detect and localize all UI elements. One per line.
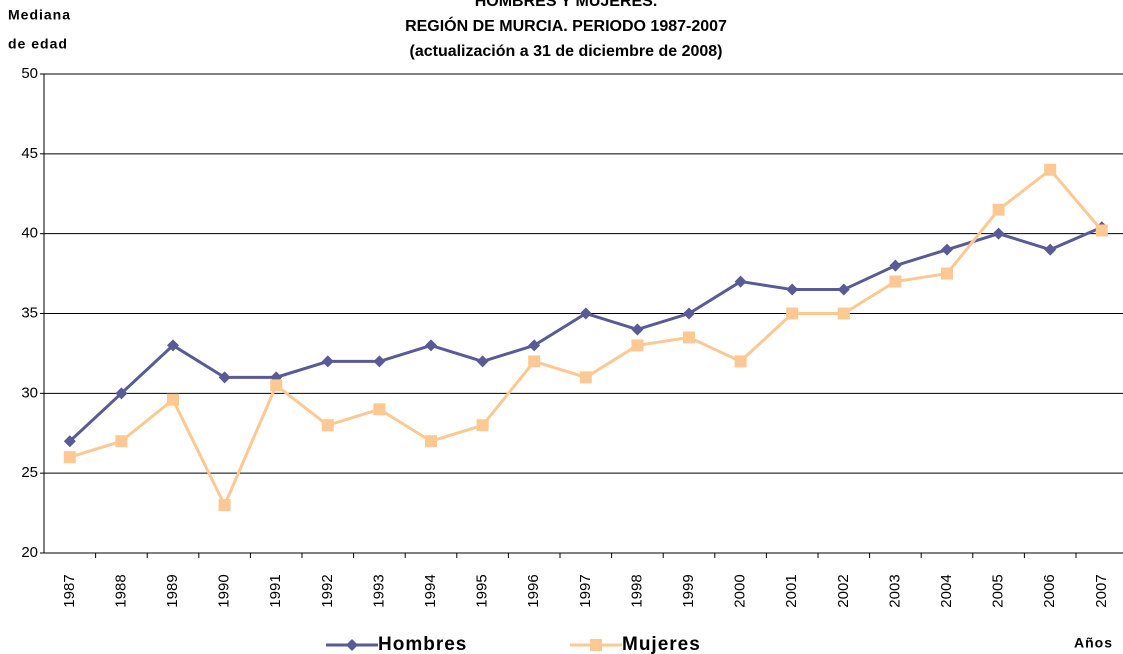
- y-tick-label: 40: [21, 225, 38, 242]
- x-tick-label: 2005: [990, 574, 1007, 607]
- x-tick-label: 2000: [732, 574, 749, 607]
- marker: [786, 307, 799, 320]
- y-axis-label: de edad: [8, 36, 68, 52]
- x-tick-label: 2007: [1093, 574, 1110, 607]
- x-tick-label: 1989: [164, 574, 181, 607]
- chart-title: (actualización a 31 de diciembre de 2008…: [409, 43, 722, 60]
- marker: [115, 387, 128, 400]
- legend-marker: [590, 639, 602, 651]
- x-tick-label: 1996: [525, 574, 542, 607]
- marker: [889, 275, 902, 288]
- marker: [786, 283, 799, 296]
- marker: [476, 355, 489, 368]
- x-tick-label: 1997: [577, 574, 594, 607]
- marker: [837, 283, 850, 296]
- marker: [425, 339, 437, 352]
- marker: [218, 371, 231, 384]
- x-tick-label: 1992: [319, 574, 336, 607]
- marker: [528, 355, 541, 368]
- marker: [837, 307, 850, 320]
- x-tick-label: 1990: [216, 574, 233, 607]
- x-tick-label: 1998: [628, 574, 645, 607]
- x-tick-label: 2001: [783, 574, 800, 607]
- y-tick-label: 30: [21, 384, 38, 401]
- marker: [270, 379, 283, 392]
- legend-marker: [346, 639, 358, 651]
- x-tick-label: 1991: [267, 574, 284, 607]
- chart-title: REGIÓN DE MURCIA. PERIODO 1987-2007: [405, 16, 727, 35]
- legend-label: Hombres: [378, 634, 467, 654]
- y-tick-label: 50: [21, 65, 38, 82]
- legend-label: Mujeres: [622, 634, 701, 654]
- x-tick-label: 2002: [835, 574, 852, 607]
- series-line: [68, 225, 1103, 443]
- marker: [734, 275, 747, 288]
- marker: [631, 323, 644, 336]
- x-tick-label: 2004: [938, 574, 955, 607]
- x-axis-label: Años: [1074, 635, 1113, 651]
- x-tick-label: 2003: [886, 574, 903, 607]
- marker: [683, 331, 695, 344]
- marker: [63, 435, 76, 448]
- marker: [579, 371, 592, 384]
- marker: [941, 243, 953, 256]
- marker: [167, 393, 179, 406]
- marker: [373, 403, 386, 416]
- marker: [218, 499, 231, 512]
- x-tick-label: 1988: [112, 574, 129, 607]
- marker: [734, 355, 747, 368]
- marker: [992, 203, 1005, 216]
- marker: [373, 355, 386, 368]
- marker: [63, 451, 76, 464]
- marker: [476, 419, 489, 432]
- marker: [1044, 163, 1057, 176]
- marker: [115, 435, 128, 448]
- chart-title: HOMBRES Y MUJERES.: [475, 0, 658, 10]
- y-tick-label: 20: [21, 544, 38, 561]
- y-tick-label: 45: [21, 145, 38, 162]
- marker: [631, 339, 644, 352]
- x-tick-label: 1987: [61, 574, 78, 607]
- marker: [528, 339, 541, 352]
- marker: [425, 435, 437, 448]
- series-line: [69, 167, 1103, 509]
- x-tick-label: 1994: [422, 574, 439, 607]
- marker: [941, 267, 953, 280]
- marker: [889, 259, 902, 272]
- x-tick-label: 1999: [680, 574, 697, 607]
- marker: [992, 227, 1005, 240]
- marker: [321, 419, 334, 432]
- y-tick-label: 25: [21, 464, 38, 481]
- x-tick-label: 2006: [1041, 574, 1058, 607]
- y-axis-label: Mediana: [8, 7, 71, 23]
- marker: [1044, 243, 1057, 256]
- x-tick-label: 1995: [474, 574, 491, 607]
- marker: [321, 355, 334, 368]
- y-tick-label: 35: [21, 304, 38, 321]
- marker: [683, 307, 695, 320]
- marker: [167, 339, 179, 352]
- marker: [579, 307, 592, 320]
- marker: [1095, 224, 1108, 237]
- x-tick-label: 1993: [370, 574, 387, 607]
